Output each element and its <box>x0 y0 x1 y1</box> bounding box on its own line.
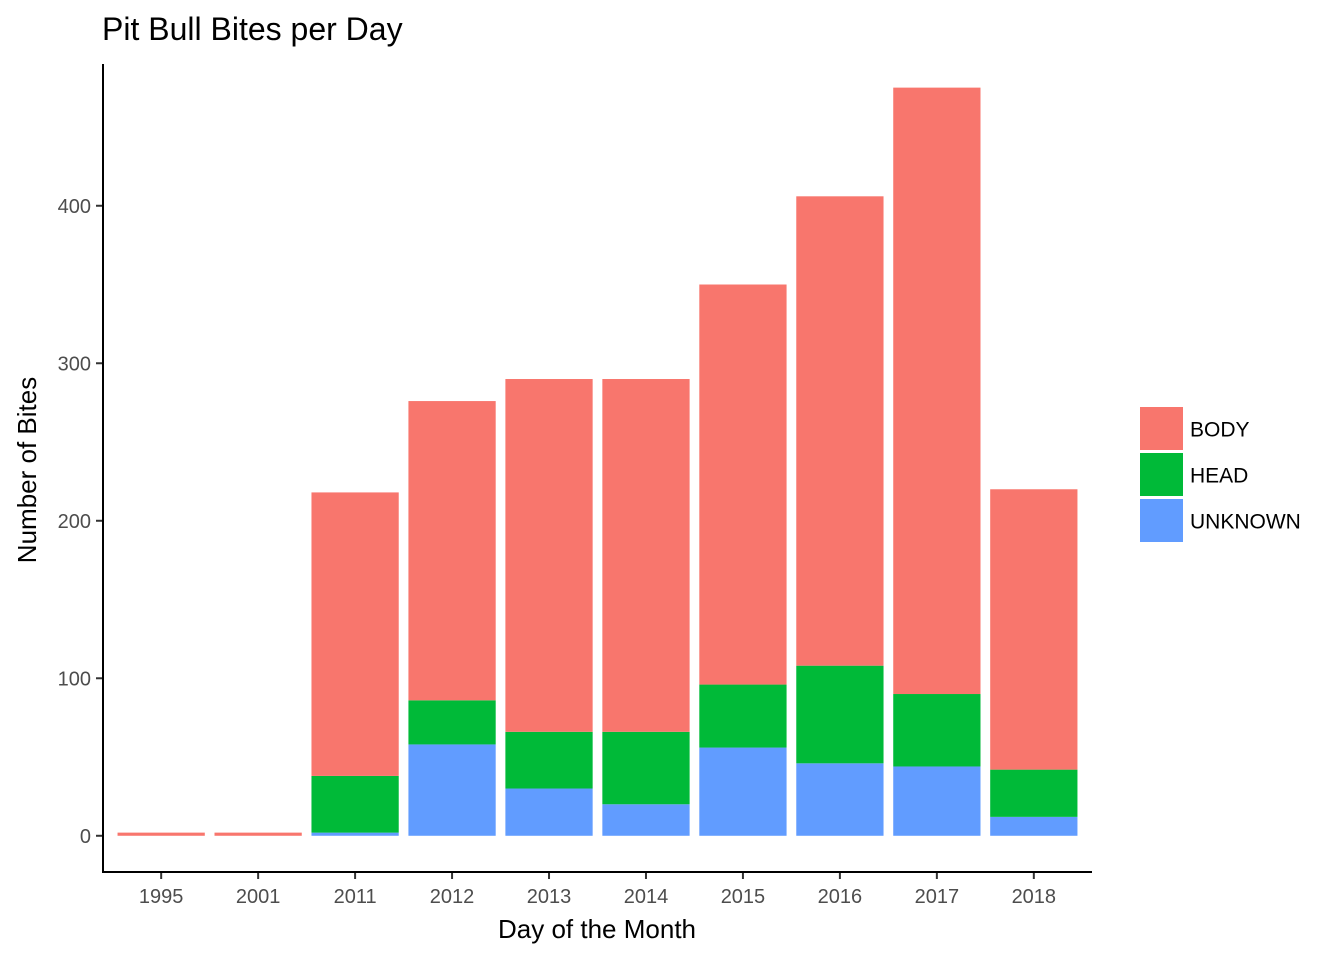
bar-body-2011 <box>311 492 399 776</box>
y-tick-label: 200 <box>58 511 91 533</box>
y-tick-label: 400 <box>58 196 91 218</box>
bar-body-2013 <box>505 379 593 732</box>
bar-head-2014 <box>602 731 690 805</box>
bar-head-2017 <box>893 694 981 767</box>
bar-unknown-2014 <box>602 804 690 836</box>
bars-group <box>117 87 1078 836</box>
legend-key-head <box>1140 453 1183 496</box>
legend-key-unknown <box>1140 499 1183 542</box>
bar-head-2016 <box>796 665 884 764</box>
bar-unknown-2017 <box>893 766 981 836</box>
bar-head-2013 <box>505 731 593 789</box>
x-axis-title: Day of the Month <box>498 914 696 944</box>
bar-body-2001 <box>214 832 302 836</box>
bar-body-2015 <box>699 284 787 685</box>
x-tick-label: 2011 <box>334 886 377 908</box>
y-tick-label: 300 <box>58 353 91 375</box>
x-tick-label: 2013 <box>527 886 572 908</box>
bar-unknown-2011 <box>311 832 399 836</box>
x-axis-ticks: 1995 2001 2011 2012 2013 2014 2015 2016 2017 2018 <box>139 872 1056 908</box>
x-tick-label: 2018 <box>1012 886 1057 908</box>
legend-label-head: HEAD <box>1190 465 1248 488</box>
x-tick-label: 2017 <box>915 886 960 908</box>
bar-head-2012 <box>408 700 496 745</box>
chart-title: Pit Bull Bites per Day <box>102 11 403 47</box>
legend-label-unknown: UNKNOWN <box>1190 511 1301 534</box>
x-tick-label: 2014 <box>624 886 669 908</box>
x-tick-label: 2001 <box>236 886 281 908</box>
bar-body-1995 <box>117 832 205 836</box>
y-tick-label: 0 <box>80 826 91 848</box>
bar-body-2016 <box>796 196 884 666</box>
bar-body-2018 <box>990 489 1078 770</box>
legend-label-body: BODY <box>1190 419 1250 442</box>
bar-head-2018 <box>990 769 1078 817</box>
bar-unknown-2012 <box>408 744 496 836</box>
bar-body-2017 <box>893 87 981 695</box>
bar-head-2015 <box>699 684 787 748</box>
x-tick-label: 2015 <box>721 886 766 908</box>
bar-unknown-2016 <box>796 763 884 836</box>
legend-key-body <box>1140 407 1183 450</box>
y-axis-ticks: 0 100 200 300 400 <box>58 196 103 848</box>
y-axis-title: Number of Bites <box>12 377 42 563</box>
bar-body-2014 <box>602 379 690 732</box>
bar-unknown-2013 <box>505 788 593 836</box>
bar-body-2012 <box>408 401 496 701</box>
bar-unknown-2018 <box>990 816 1078 836</box>
bar-unknown-2015 <box>699 747 787 836</box>
x-tick-label: 2012 <box>430 886 475 908</box>
bar-head-2011 <box>311 775 399 833</box>
x-tick-label: 1995 <box>139 886 184 908</box>
x-tick-label: 2016 <box>818 886 863 908</box>
legend: BODY HEAD UNKNOWN <box>1140 407 1301 542</box>
y-tick-label: 100 <box>58 668 91 690</box>
